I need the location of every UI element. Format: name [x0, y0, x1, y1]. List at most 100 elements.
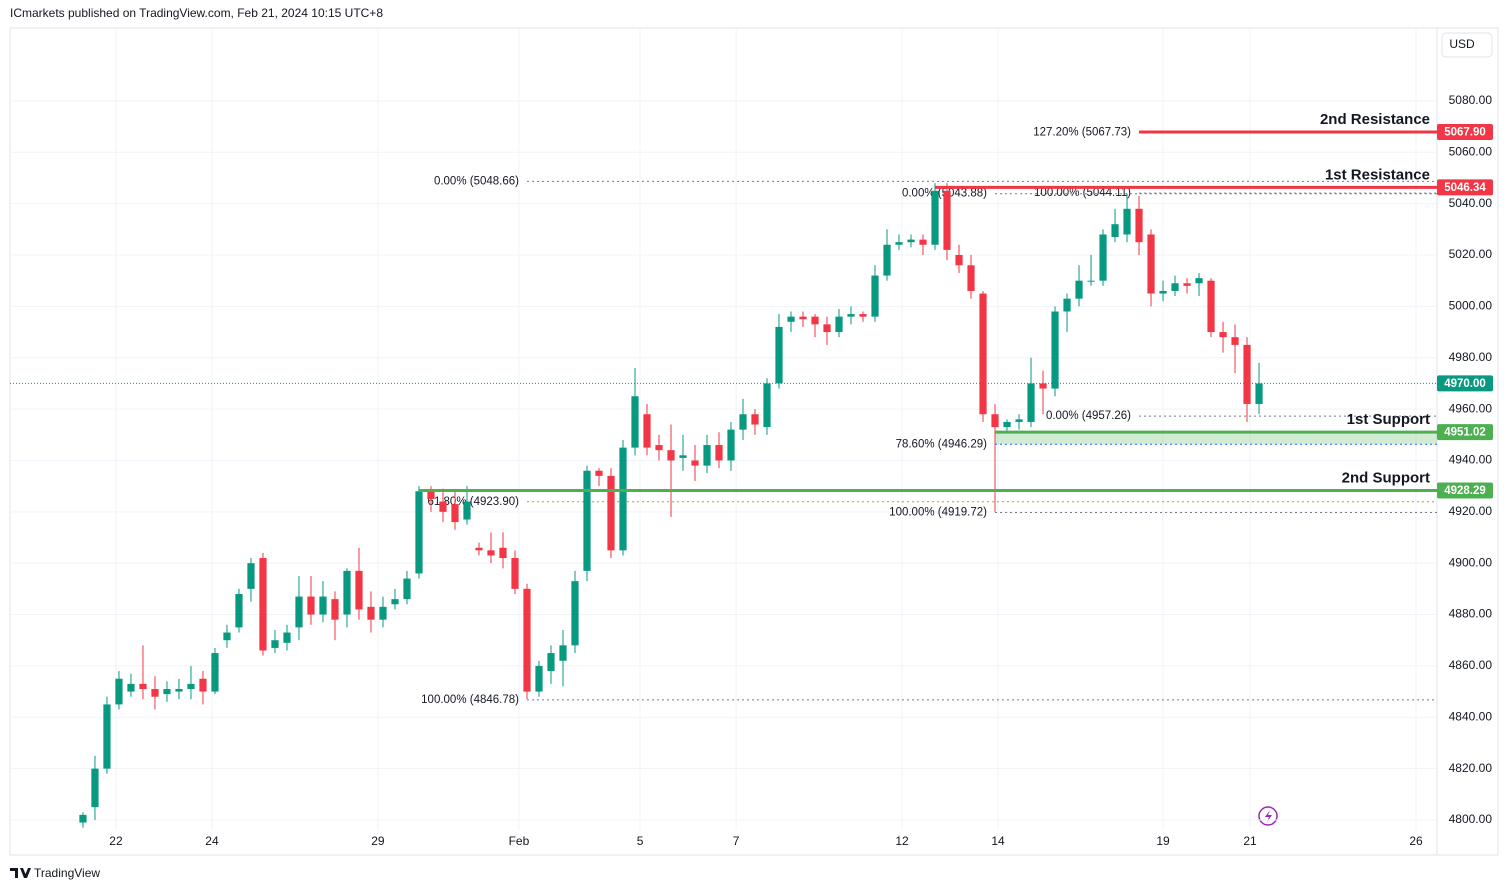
- alert-bolt[interactable]: [1265, 810, 1272, 822]
- y-tick-label: 5000.00: [1449, 299, 1493, 313]
- header-title: ICmarkets published on TradingView.com, …: [10, 6, 383, 20]
- candle-body: [907, 239, 915, 243]
- candle-body: [631, 396, 639, 448]
- level-name: 2nd Support: [1342, 469, 1430, 486]
- candle-body: [307, 596, 315, 615]
- candle-body: [235, 593, 243, 628]
- chart-frame: [9, 27, 1499, 856]
- support-zone: [995, 432, 1437, 445]
- candle-body: [775, 326, 783, 384]
- candle-body: [511, 558, 519, 589]
- candle-body: [1207, 280, 1215, 333]
- y-tick-label: 5020.00: [1449, 247, 1493, 261]
- candle-body: [535, 665, 543, 692]
- candle-body: [823, 324, 831, 333]
- candle-body: [139, 683, 147, 690]
- y-tick-label: 5080.00: [1449, 93, 1493, 107]
- candle-body: [439, 501, 447, 512]
- level-name: 2nd Resistance: [1320, 111, 1430, 128]
- price-axis-box: [1437, 179, 1493, 196]
- currency-label[interactable]: USD: [1449, 37, 1475, 51]
- price-axis-label: 4928.29: [1444, 485, 1486, 497]
- candle-body: [787, 316, 795, 322]
- candle-body: [895, 242, 903, 245]
- candle-body: [1171, 283, 1179, 291]
- x-tick-label: 5: [637, 834, 644, 848]
- candle-body: [427, 491, 435, 499]
- candle-body: [403, 578, 411, 600]
- candle-body: [331, 599, 339, 620]
- candle-body: [103, 704, 111, 769]
- candle-body: [523, 588, 531, 692]
- x-tick-label: 29: [371, 834, 385, 848]
- candle-body: [487, 550, 495, 556]
- y-tick-label: 4820.00: [1449, 761, 1493, 775]
- candle-body: [1159, 290, 1167, 294]
- y-tick-label: 4800.00: [1449, 812, 1493, 826]
- candle-body: [811, 316, 819, 325]
- level-name: 1st Resistance: [1325, 166, 1430, 183]
- x-tick-label: 7: [733, 834, 740, 848]
- candle-body: [451, 504, 459, 523]
- candle-body: [643, 414, 651, 448]
- currency-button[interactable]: [1441, 32, 1493, 58]
- candle-body: [1087, 280, 1095, 282]
- candle-body: [967, 265, 975, 291]
- candle-body: [1255, 383, 1263, 404]
- fib-label: 0.00% (5048.66): [434, 175, 519, 187]
- candle-body: [979, 293, 987, 415]
- candle-body: [607, 475, 615, 551]
- price-axis-box: [1437, 124, 1493, 141]
- candle-body: [391, 599, 399, 605]
- candle-body: [1231, 337, 1239, 345]
- candle-body: [943, 190, 951, 250]
- y-tick-label: 4960.00: [1449, 401, 1493, 415]
- candle-body: [883, 244, 891, 276]
- candle-body: [667, 450, 675, 461]
- price-axis-box: [1437, 375, 1493, 392]
- candle-body: [295, 596, 303, 628]
- candle-body: [199, 678, 207, 692]
- candle-body: [1219, 332, 1227, 338]
- candle-body: [1075, 280, 1083, 299]
- fib-label: 100.00% (4919.72): [889, 507, 987, 519]
- candle-body: [703, 445, 711, 466]
- candle-body: [1027, 383, 1035, 422]
- price-axis-label: 5067.90: [1444, 127, 1486, 139]
- candle-body: [223, 632, 231, 641]
- price-axis-box: [1437, 424, 1493, 441]
- x-tick-label: 24: [205, 834, 219, 848]
- alert-circle[interactable]: [1258, 806, 1278, 826]
- candle-body: [919, 239, 927, 245]
- candle-body: [163, 689, 171, 695]
- y-tick-label: 5060.00: [1449, 144, 1493, 158]
- candle-body: [835, 316, 843, 333]
- candle-body: [583, 470, 591, 571]
- candle-body: [547, 653, 555, 672]
- x-tick-label: 19: [1156, 834, 1170, 848]
- brand-logo: TradingView: [10, 866, 100, 880]
- x-tick-label: 12: [895, 834, 909, 848]
- candle-body: [727, 429, 735, 461]
- candle-body: [1183, 283, 1191, 286]
- alert-icon[interactable]: [1258, 806, 1278, 826]
- brand-name: TradingView: [34, 866, 100, 880]
- candle-body: [559, 645, 567, 661]
- candle-body: [847, 314, 855, 317]
- candle-body: [751, 414, 759, 425]
- candle-body: [211, 653, 219, 692]
- candle-body: [355, 570, 363, 610]
- price-axis-label: 4970.00: [1444, 378, 1486, 390]
- candle-body: [715, 445, 723, 461]
- candle-body: [1195, 278, 1203, 284]
- candle-body: [79, 814, 87, 823]
- candle-body: [187, 683, 195, 690]
- y-tick-label: 4860.00: [1449, 658, 1493, 672]
- candle-body: [379, 606, 387, 620]
- candle-body: [1111, 224, 1119, 238]
- candle-body: [499, 547, 507, 559]
- candle-body: [127, 683, 135, 692]
- candle-body: [271, 640, 279, 648]
- x-tick-label: 26: [1409, 834, 1423, 848]
- candle-body: [679, 455, 687, 458]
